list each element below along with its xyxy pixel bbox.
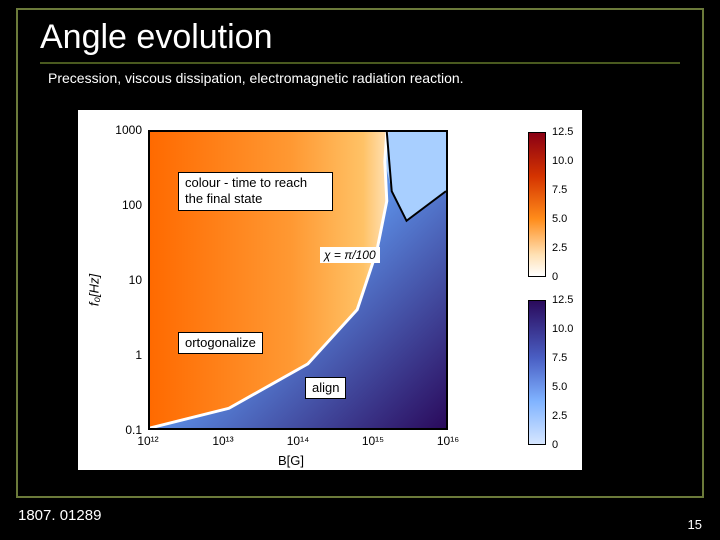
cbar-bot-tick: 12.5 — [552, 294, 582, 306]
x-axis-label: B[G] — [278, 453, 304, 468]
annotation-time-text: colour - time to reach the final state — [185, 175, 307, 206]
x-tick: 10¹⁵ — [362, 434, 384, 448]
cbar-top-tick: 5.0 — [552, 213, 582, 225]
y-tick: 1000 — [108, 123, 142, 137]
colorbar-top — [528, 132, 546, 277]
cbar-top-tick: 2.5 — [552, 242, 582, 254]
y-tick: 1 — [108, 348, 142, 362]
annotation-time-box: colour - time to reach the final state — [178, 172, 333, 211]
annotation-align-box: align — [305, 377, 346, 399]
cbar-top-tick: 0 — [552, 271, 582, 283]
cbar-top-tick: 10.0 — [552, 155, 582, 167]
x-tick: 10¹² — [137, 434, 158, 448]
cbar-top-tick: 12.5 — [552, 126, 582, 138]
page-number: 15 — [688, 517, 702, 532]
phase-plot: colour - time to reach the final state χ… — [148, 130, 448, 430]
cbar-bot-tick: 2.5 — [552, 410, 582, 422]
cbar-top-tick: 7.5 — [552, 184, 582, 196]
x-tick: 10¹⁴ — [287, 434, 310, 448]
y-tick: 10 — [108, 273, 142, 287]
cbar-bot-tick: 0 — [552, 439, 582, 451]
annotation-chi: χ = π/100 — [320, 247, 380, 263]
x-tick: 10¹³ — [212, 434, 233, 448]
y-tick: 100 — [108, 198, 142, 212]
cbar-bot-tick: 10.0 — [552, 323, 582, 335]
annotation-ortho-box: ortogonalize — [178, 332, 263, 354]
colorbar-bottom — [528, 300, 546, 445]
slide-subtitle: Precession, viscous dissipation, electro… — [48, 70, 464, 86]
title-rule — [40, 62, 680, 64]
y-axis-label: f₀[Hz] — [87, 274, 102, 306]
cbar-bot-tick: 7.5 — [552, 352, 582, 364]
figure-panel: f₀[Hz] B[G] 1000 100 10 1 0.1 10¹² 10¹³ … — [78, 110, 582, 470]
x-tick: 10¹⁶ — [437, 434, 459, 448]
cbar-bot-tick: 5.0 — [552, 381, 582, 393]
slide-frame: Angle evolution Precession, viscous diss… — [16, 8, 704, 498]
footer-reference: 1807. 01289 — [18, 507, 101, 524]
slide-title: Angle evolution — [40, 18, 273, 57]
